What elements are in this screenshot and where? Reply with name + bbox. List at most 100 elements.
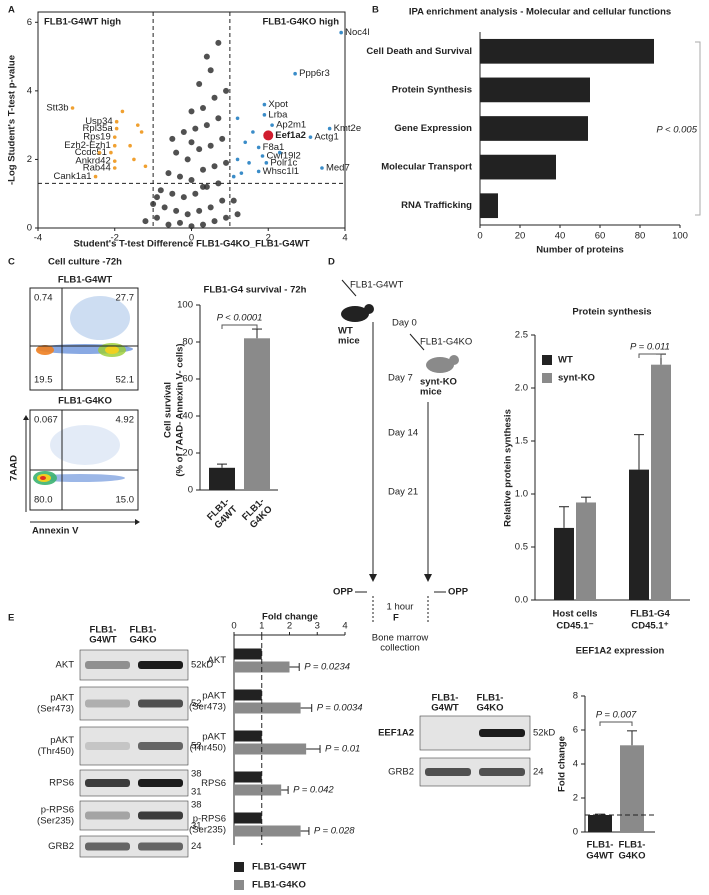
y-tick-label: 0	[188, 485, 193, 496]
point	[239, 171, 244, 175]
row-label: EEF1A2	[378, 728, 414, 739]
row-label: pAKT	[50, 735, 74, 746]
x-tick-label: -2	[111, 233, 119, 244]
diagram-label: Day 14	[388, 428, 418, 439]
point	[263, 130, 274, 141]
legend-swatch	[234, 880, 244, 890]
chart-title: IPA enrichment analysis - Molecular and …	[409, 7, 671, 18]
diagram-label: OPP	[448, 587, 469, 598]
blot-band	[479, 768, 525, 776]
y-tick-label: 4	[27, 85, 32, 96]
y-tick-label: 8	[573, 691, 578, 702]
point	[235, 116, 240, 121]
point	[211, 163, 218, 170]
x-tick-label: 40	[555, 231, 566, 242]
quadrant-value: 19.5	[34, 375, 53, 386]
point	[264, 161, 269, 165]
diagram-label: Day 21	[388, 487, 418, 498]
point	[180, 129, 187, 135]
category-label: FLB1-G4	[630, 609, 670, 620]
y-tick-label: 6	[27, 17, 32, 28]
syringe	[341, 279, 357, 297]
blot-band	[85, 811, 130, 820]
bar	[234, 812, 262, 824]
point-label: Lrba	[268, 109, 288, 120]
size-marker: 52	[191, 698, 202, 709]
quadrant-value: 15.0	[116, 495, 135, 506]
point	[260, 154, 265, 158]
category-label: RNA Trafficking	[401, 200, 472, 211]
bar	[234, 702, 301, 714]
bar	[480, 116, 588, 141]
point	[173, 149, 180, 156]
point-label: Stt3b	[46, 103, 68, 114]
point	[120, 109, 125, 114]
point	[215, 180, 222, 187]
point	[192, 190, 199, 197]
point-label: Rpl35a	[83, 123, 114, 134]
x-tick-label: 80	[635, 231, 646, 242]
row-label: pAKT	[50, 693, 74, 704]
row-label: RPS6	[49, 778, 74, 789]
point	[188, 223, 195, 230]
category-label: RPS6	[201, 778, 226, 789]
point	[256, 169, 261, 174]
point-label: Ankrd42	[75, 156, 110, 167]
point	[200, 221, 207, 228]
blot-band	[85, 699, 130, 708]
panel-letter: A	[8, 5, 15, 16]
bar	[234, 689, 262, 701]
blot-band	[85, 779, 130, 787]
point-label: Ppp6r3	[299, 68, 330, 79]
legend-swatch	[542, 373, 552, 383]
point-label: Rps19	[83, 132, 110, 143]
bracket	[599, 721, 633, 726]
p-value: P = 0.007	[596, 710, 637, 721]
category-label: FLB1-	[587, 840, 614, 851]
point	[211, 94, 218, 101]
point-label: Polr1c	[270, 157, 297, 168]
point	[235, 157, 240, 162]
point	[114, 126, 119, 131]
size-marker: 24	[191, 841, 202, 852]
diagram-label: Bone marrow	[372, 633, 429, 644]
point-label: Usp34	[85, 116, 112, 127]
point	[93, 174, 98, 179]
category-label: Host cells	[553, 609, 598, 620]
mouse-icon	[364, 304, 374, 314]
diagram-label: synt-KO	[420, 377, 457, 388]
flow-box	[29, 409, 139, 511]
y-axis-label: Fold change	[557, 736, 568, 792]
x-tick-label: 100	[672, 231, 688, 242]
point-label: Kmt2e	[334, 123, 361, 134]
point	[308, 135, 313, 139]
bar	[588, 815, 612, 832]
flow-dots	[105, 346, 119, 354]
size-marker: 52kD	[533, 728, 555, 739]
diagram-label: 1 hour	[387, 602, 414, 613]
bar	[234, 825, 301, 837]
y-tick-label: 20	[182, 448, 193, 459]
timeline-arrow	[424, 574, 432, 582]
point	[207, 67, 214, 74]
bar	[234, 784, 282, 796]
column-label: FLB1-	[477, 693, 504, 704]
panel-letter: B	[372, 5, 379, 16]
point	[114, 119, 119, 124]
bar	[244, 338, 270, 490]
point	[169, 190, 176, 197]
point	[203, 122, 210, 129]
point	[223, 214, 230, 221]
point	[211, 218, 218, 225]
y-axis-label: Cell survival	[163, 382, 174, 438]
blot-panel	[79, 835, 189, 858]
bar	[480, 154, 556, 180]
point	[153, 194, 160, 201]
x-tick-label: 2	[266, 233, 271, 244]
bracket	[638, 353, 662, 358]
timeline-arrow	[369, 574, 377, 582]
point	[293, 71, 297, 76]
bar	[209, 467, 235, 490]
point	[169, 135, 176, 142]
point	[234, 211, 241, 218]
